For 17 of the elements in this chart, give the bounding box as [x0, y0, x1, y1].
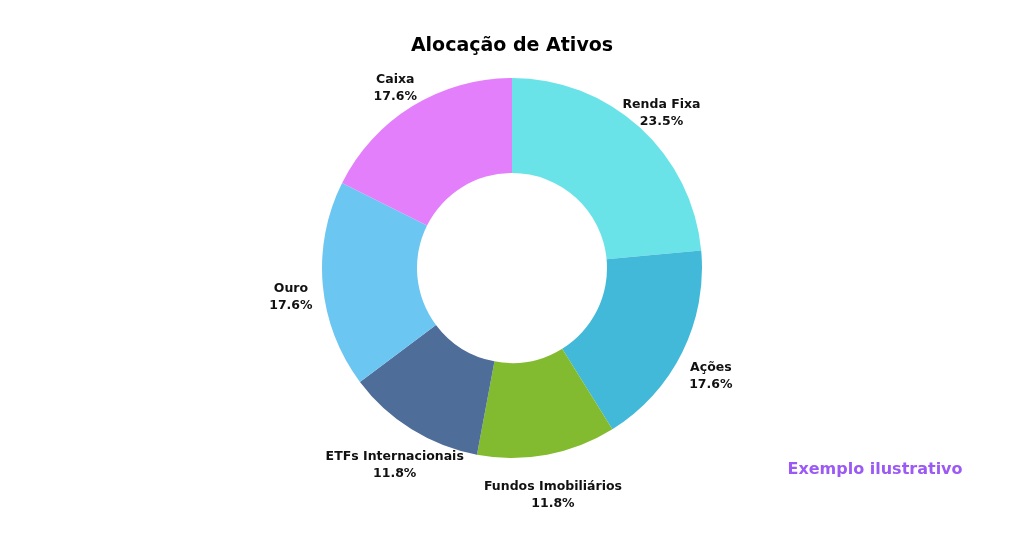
donut-slice	[512, 78, 702, 260]
data-label: 23.5%	[639, 112, 684, 128]
text: Exemplo ilustrativo	[787, 459, 963, 478]
slice-label: Caixa	[376, 71, 415, 87]
donut-slice	[322, 183, 436, 382]
slice-label: Ouro	[273, 279, 309, 295]
slice-label: Ações	[690, 358, 732, 374]
chart-title: Alocação de Ativos	[410, 33, 614, 55]
slice-label: ETFs Internacionais	[325, 448, 464, 464]
donut-slice	[476, 348, 613, 458]
slice-label: Renda Fixa	[622, 95, 701, 111]
slice-label: Fundos Imobiliários	[483, 478, 622, 494]
data-label: 17.6%	[373, 88, 418, 104]
data-label: 17.6%	[689, 375, 734, 391]
data-label: 11.8%	[531, 495, 576, 511]
data-label: 11.8%	[373, 465, 417, 481]
data-label: 17.6%	[269, 296, 314, 312]
